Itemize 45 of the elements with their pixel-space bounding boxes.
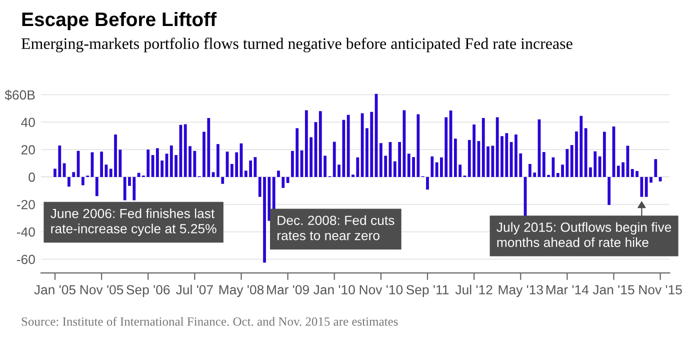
bar [282, 176, 285, 188]
bar [81, 176, 84, 186]
y-tick-label: -60 [16, 254, 35, 264]
bar [608, 176, 611, 205]
y-tick-label: -20 [16, 200, 35, 210]
bar [95, 176, 98, 196]
bar [640, 176, 644, 197]
bar [602, 132, 606, 177]
bar [277, 170, 280, 177]
bar [658, 176, 662, 182]
chart-subtitle: Emerging-markets portfolio flows turned negative before anticipated Fed rate increase [21, 38, 572, 52]
x-tick-label: Jan '05 [34, 285, 76, 294]
bar [100, 152, 103, 177]
bar [654, 159, 658, 177]
x-tick-label: Jan '10 [314, 285, 355, 294]
y-tick-label: 20 [21, 145, 35, 154]
bar [430, 156, 434, 177]
x-tick-label: May '13 [498, 285, 543, 298]
x-tick-label: Jul '12 [455, 284, 492, 294]
bar [212, 172, 215, 177]
x-tick-label: Nov '10 [360, 285, 403, 294]
y-tick-label: 0 [28, 172, 35, 182]
annotation: July 2015: Outflows begin five months ahead of rate hike [496, 222, 672, 248]
x-tick-label: Sep '11 [406, 285, 449, 298]
bar [68, 176, 70, 187]
x-tick-label: Mar '14 [546, 285, 589, 294]
bar [216, 144, 220, 177]
bar [72, 172, 76, 177]
x-tick-label: Nov '05 [80, 285, 124, 294]
y-tick-label: 40 [21, 118, 35, 128]
y-tick-label: $60B [4, 90, 35, 100]
chart-title: Escape Before Liftoff [22, 12, 217, 30]
bar [272, 176, 276, 210]
x-tick-label: Sep '06 [126, 285, 170, 298]
y-tick-label: -40 [16, 227, 35, 237]
annotation: Dec. 2008: Fed cuts rates to near zero [278, 215, 394, 240]
bar [426, 176, 429, 190]
annotation: June 2006: Fed finishes last rate-increase cycle at 5.25% [50, 208, 216, 236]
x-tick-label: Jul '07 [176, 284, 213, 294]
x-tick-label: Mar '09 [267, 285, 309, 294]
x-tick-label: Jan '15 [592, 285, 634, 294]
bar [221, 176, 224, 184]
x-tick-label: Nov '15 [639, 285, 682, 294]
source-note: Source: Institute of International Finance. Oct. and Nov. 2015 are estimates [22, 316, 398, 326]
x-tick-label: May '08 [219, 285, 264, 298]
